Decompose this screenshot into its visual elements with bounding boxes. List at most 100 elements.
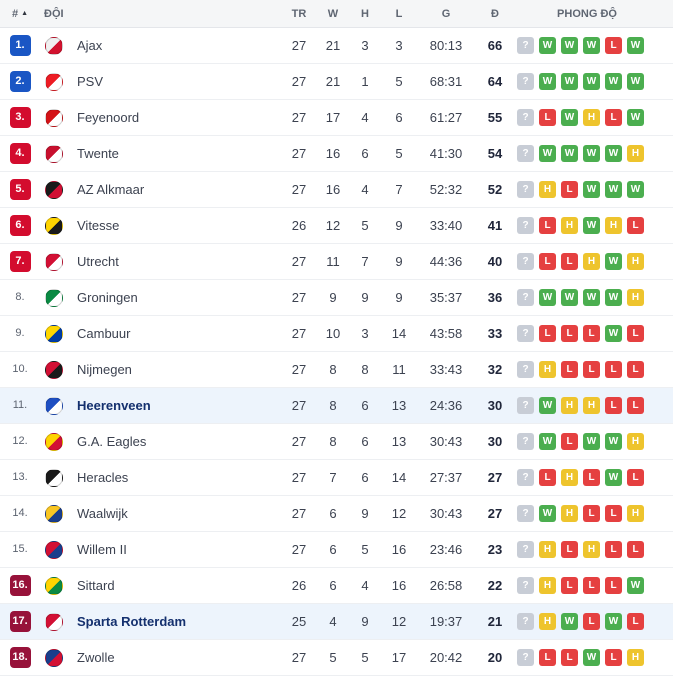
team-name[interactable]: Utrecht — [77, 254, 119, 269]
team-name[interactable]: Heerenveen — [77, 398, 151, 413]
form-result-square[interactable]: W — [561, 145, 578, 162]
form-result-square[interactable]: L — [561, 181, 578, 198]
form-result-square[interactable]: H — [627, 433, 644, 450]
form-result-square[interactable]: W — [539, 37, 556, 54]
form-upcoming-square[interactable]: ? — [517, 505, 534, 522]
form-result-square[interactable]: L — [561, 325, 578, 342]
form-result-square[interactable]: W — [539, 397, 556, 414]
table-row[interactable]: 13. Heracles 27 7 6 14 27:37 27 ? L H L W L — [0, 460, 673, 496]
form-result-square[interactable]: H — [539, 541, 556, 558]
form-result-square[interactable]: L — [539, 469, 556, 486]
form-result-square[interactable]: L — [583, 613, 600, 630]
form-result-square[interactable]: W — [583, 37, 600, 54]
team-name[interactable]: Twente — [77, 146, 119, 161]
form-result-square[interactable]: H — [583, 397, 600, 414]
form-upcoming-square[interactable]: ? — [517, 145, 534, 162]
form-result-square[interactable]: L — [561, 541, 578, 558]
form-upcoming-square[interactable]: ? — [517, 109, 534, 126]
form-result-square[interactable]: W — [539, 433, 556, 450]
table-row[interactable]: 14. Waalwijk 27 6 9 12 30:43 27 ? W H L L H — [0, 496, 673, 532]
form-result-square[interactable]: W — [627, 181, 644, 198]
team-name[interactable]: Ajax — [77, 38, 103, 53]
form-result-square[interactable]: W — [627, 109, 644, 126]
form-result-square[interactable]: W — [605, 433, 622, 450]
form-result-square[interactable]: L — [605, 505, 622, 522]
table-row[interactable]: 11. Heerenveen 27 8 6 13 24:36 30 ? W H H L L — [0, 388, 673, 424]
table-row[interactable]: 4. Twente 27 16 6 5 41:30 54 ? W W W W H — [0, 136, 673, 172]
form-result-square[interactable]: L — [539, 217, 556, 234]
table-row[interactable]: 8. Groningen 27 9 9 9 35:37 36 ? W W W W H — [0, 280, 673, 316]
form-result-square[interactable]: W — [605, 325, 622, 342]
table-row[interactable]: 16. Sittard 26 6 4 16 26:58 22 ? H L L L W — [0, 568, 673, 604]
form-result-square[interactable]: L — [539, 649, 556, 666]
form-result-square[interactable]: W — [605, 145, 622, 162]
form-result-square[interactable]: L — [627, 217, 644, 234]
form-result-square[interactable]: H — [583, 541, 600, 558]
form-result-square[interactable]: W — [605, 469, 622, 486]
form-result-square[interactable]: L — [605, 541, 622, 558]
form-result-square[interactable]: H — [605, 217, 622, 234]
form-result-square[interactable]: H — [583, 253, 600, 270]
form-result-square[interactable]: W — [583, 145, 600, 162]
table-row[interactable]: 18. Zwolle 27 5 5 17 20:42 20 ? L L W L H — [0, 640, 673, 676]
table-row[interactable]: 6. Vitesse 26 12 5 9 33:40 41 ? L H W H L — [0, 208, 673, 244]
form-result-square[interactable]: W — [539, 73, 556, 90]
form-result-square[interactable]: W — [605, 289, 622, 306]
team-name[interactable]: Cambuur — [77, 326, 131, 341]
form-result-square[interactable]: H — [539, 577, 556, 594]
table-row[interactable]: 17. Sparta Rotterdam 25 4 9 12 19:37 21 … — [0, 604, 673, 640]
form-result-square[interactable]: W — [627, 577, 644, 594]
form-result-square[interactable]: L — [583, 577, 600, 594]
form-upcoming-square[interactable]: ? — [517, 577, 534, 594]
form-result-square[interactable]: W — [561, 73, 578, 90]
form-result-square[interactable]: W — [583, 181, 600, 198]
form-result-square[interactable]: H — [627, 253, 644, 270]
form-result-square[interactable]: W — [539, 145, 556, 162]
form-result-square[interactable]: W — [539, 289, 556, 306]
table-row[interactable]: 10. Nijmegen 27 8 8 11 33:43 32 ? H L L L L — [0, 352, 673, 388]
form-result-square[interactable]: H — [561, 505, 578, 522]
team-name[interactable]: PSV — [77, 74, 104, 89]
form-result-square[interactable]: L — [539, 253, 556, 270]
team-name[interactable]: Zwolle — [77, 650, 115, 665]
table-row[interactable]: 12. G.A. Eagles 27 8 6 13 30:43 30 ? W L W W… — [0, 424, 673, 460]
form-result-square[interactable]: L — [561, 577, 578, 594]
form-result-square[interactable]: W — [605, 181, 622, 198]
form-result-square[interactable]: L — [627, 361, 644, 378]
form-result-square[interactable]: L — [583, 469, 600, 486]
form-upcoming-square[interactable]: ? — [517, 73, 534, 90]
team-name[interactable]: Waalwijk — [77, 506, 128, 521]
table-row[interactable]: 2. PSV 27 21 1 5 68:31 64 ? W W W W W — [0, 64, 673, 100]
form-result-square[interactable]: H — [627, 505, 644, 522]
form-result-square[interactable]: W — [561, 109, 578, 126]
form-result-square[interactable]: H — [539, 613, 556, 630]
form-result-square[interactable]: L — [561, 433, 578, 450]
form-result-square[interactable]: H — [561, 397, 578, 414]
form-result-square[interactable]: L — [605, 397, 622, 414]
form-upcoming-square[interactable]: ? — [517, 649, 534, 666]
form-result-square[interactable]: W — [583, 649, 600, 666]
form-result-square[interactable]: L — [583, 361, 600, 378]
form-result-square[interactable]: L — [605, 109, 622, 126]
team-name[interactable]: G.A. Eagles — [77, 434, 147, 449]
form-result-square[interactable]: H — [561, 217, 578, 234]
form-upcoming-square[interactable]: ? — [517, 613, 534, 630]
rank-column-header[interactable]: # ▲ — [0, 8, 40, 20]
form-upcoming-square[interactable]: ? — [517, 181, 534, 198]
form-result-square[interactable]: H — [539, 181, 556, 198]
form-result-square[interactable]: W — [583, 433, 600, 450]
table-row[interactable]: 9. Cambuur 27 10 3 14 43:58 33 ? L L L W L — [0, 316, 673, 352]
form-result-square[interactable]: L — [539, 109, 556, 126]
form-upcoming-square[interactable]: ? — [517, 433, 534, 450]
table-row[interactable]: 3. Feyenoord 27 17 4 6 61:27 55 ? L W H L W — [0, 100, 673, 136]
form-result-square[interactable]: W — [561, 613, 578, 630]
form-result-square[interactable]: W — [583, 217, 600, 234]
form-result-square[interactable]: W — [605, 253, 622, 270]
form-result-square[interactable]: W — [605, 73, 622, 90]
form-result-square[interactable]: W — [605, 613, 622, 630]
form-result-square[interactable]: L — [605, 649, 622, 666]
team-name[interactable]: Willem II — [77, 542, 127, 557]
form-result-square[interactable]: W — [539, 505, 556, 522]
form-result-square[interactable]: H — [539, 361, 556, 378]
form-result-square[interactable]: L — [605, 361, 622, 378]
